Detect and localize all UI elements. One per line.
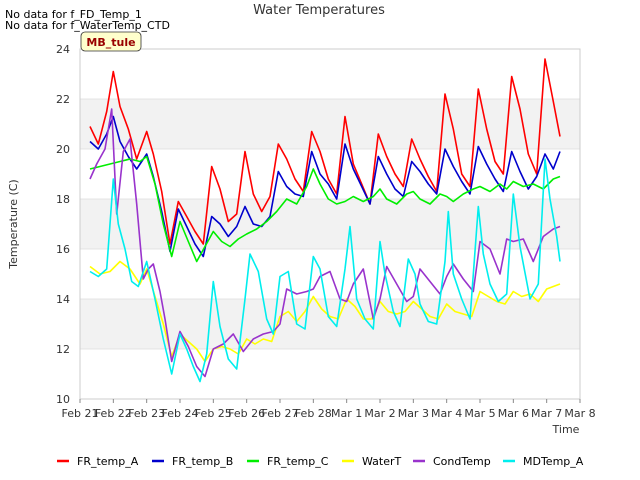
grid-band <box>80 199 580 249</box>
legend-item: CondTemp <box>413 455 491 468</box>
legend-label: FR_temp_A <box>77 455 139 468</box>
station-badge: MB_tule <box>80 31 142 52</box>
legend-label: FR_temp_B <box>172 455 233 468</box>
legend-item: FR_temp_C <box>247 455 329 468</box>
y-axis-ticks: 10 12 14 16 18 20 22 24 <box>56 43 70 406</box>
legend-item: FR_temp_A <box>57 455 139 468</box>
legend: FR_temp_A FR_temp_B FR_temp_C WaterT CondTem… <box>57 455 584 468</box>
y-tick-label: 20 <box>56 143 70 156</box>
x-tick-label: Feb 28 <box>295 407 332 420</box>
x-tick-label: Feb 21 <box>62 407 99 420</box>
series-line-mdtemp-a <box>89 158 561 383</box>
series-line-fr-temp-c <box>89 155 561 263</box>
legend-label: MDTemp_A <box>523 455 584 468</box>
x-tick-label: Mar 8 <box>564 407 595 420</box>
y-tick-label: 22 <box>56 93 70 106</box>
x-tick-label: Feb 27 <box>262 407 299 420</box>
plot-area <box>79 48 581 400</box>
legend-item: MDTemp_A <box>503 455 584 468</box>
x-tick-label: Feb 23 <box>128 407 165 420</box>
series-line-fr-temp-a <box>89 58 561 245</box>
no-data-note-1: No data for f_FD_Temp_1 <box>5 8 142 21</box>
series-lines <box>89 58 561 383</box>
x-tick-label: Mar 2 <box>364 407 395 420</box>
x-tick-label: Mar 3 <box>398 407 429 420</box>
chart-title: Water Temperatures <box>253 3 385 18</box>
y-tick-label: 18 <box>56 193 70 206</box>
x-tick-label: Feb 24 <box>162 407 199 420</box>
x-tick-label: Mar 4 <box>431 407 462 420</box>
y-tick-label: 12 <box>56 343 70 356</box>
x-tick-label: Mar 6 <box>498 407 529 420</box>
y-axis-label: Temperature (C) <box>7 179 20 269</box>
station-badge-label: MB_tule <box>86 36 135 49</box>
legend-label: WaterT <box>362 455 402 468</box>
grid-band <box>80 99 580 149</box>
grid-bands <box>80 48 580 400</box>
x-tick-label: Feb 22 <box>95 407 132 420</box>
legend-label: FR_temp_C <box>267 455 329 468</box>
x-tick-label: Feb 25 <box>195 407 232 420</box>
plot-border <box>79 48 581 400</box>
x-tick-label: Mar 5 <box>464 407 495 420</box>
y-tick-label: 16 <box>56 243 70 256</box>
y-tick-label: 10 <box>56 393 70 406</box>
y-tick-label: 24 <box>56 43 70 56</box>
x-tick-label: Mar 7 <box>531 407 562 420</box>
x-tick-label: Mar 1 <box>331 407 362 420</box>
no-data-note-2: No data for f_WaterTemp_CTD <box>5 19 170 32</box>
grid-band <box>80 299 580 349</box>
legend-item: FR_temp_B <box>152 455 233 468</box>
legend-item: WaterT <box>342 455 402 468</box>
legend-label: CondTemp <box>433 455 491 468</box>
series-line-condtemp <box>89 108 561 378</box>
x-tick-label: Feb 26 <box>228 407 265 420</box>
y-tick-label: 14 <box>56 293 70 306</box>
x-axis-label: Time <box>552 423 580 436</box>
